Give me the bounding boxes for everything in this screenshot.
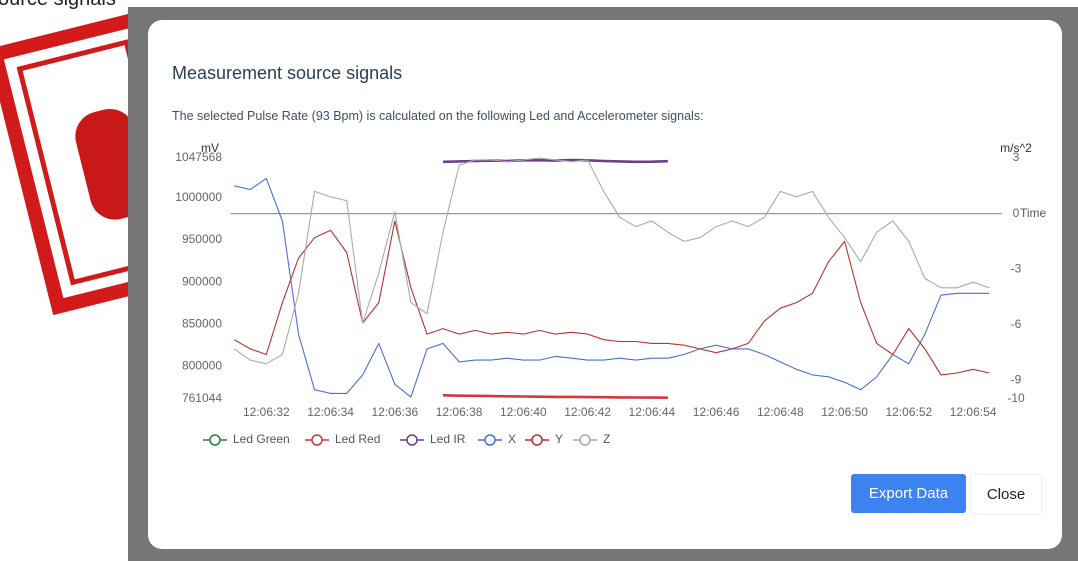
legend-symbol — [485, 435, 495, 445]
legend-symbol — [580, 435, 590, 445]
y-tick-label: 800000 — [182, 358, 222, 372]
legend-symbol — [312, 435, 322, 445]
x-tick-label: 12:06:36 — [371, 405, 418, 419]
y-tick-label: 950000 — [182, 232, 222, 246]
y2-tick-label: -9 — [1011, 373, 1022, 387]
series-line — [234, 221, 989, 375]
x-tick-label: 12:06:42 — [564, 405, 611, 419]
series-line — [443, 395, 668, 397]
y-tick-label: 761044 — [182, 391, 222, 405]
x-axis-title: Time — [1020, 206, 1047, 220]
export-button[interactable]: Export Data — [851, 474, 966, 513]
legend-symbol — [407, 435, 417, 445]
legend-label: Z — [603, 432, 610, 446]
legend-label: X — [508, 432, 516, 446]
legend-label: Led IR — [430, 432, 466, 446]
x-tick-label: 12:06:48 — [757, 405, 804, 419]
y2-tick-label: 3 — [1013, 150, 1020, 164]
y-tick-label: 1047568 — [175, 150, 222, 164]
x-tick-label: 12:06:52 — [885, 405, 932, 419]
x-tick-label: 12:06:44 — [628, 405, 675, 419]
legend-label: Led Green — [233, 432, 290, 446]
legend-label: Led Red — [335, 432, 380, 446]
legend-symbol — [210, 435, 220, 445]
x-tick-label: 12:06:38 — [436, 405, 483, 419]
close-button[interactable]: Close — [970, 474, 1042, 515]
x-tick-label: 12:06:50 — [821, 405, 868, 419]
y2-tick-label: -6 — [1011, 317, 1022, 331]
series-line — [234, 178, 989, 397]
x-tick-label: 12:06:32 — [243, 405, 290, 419]
y2-tick-label: -3 — [1011, 261, 1022, 275]
page: ource signals Measurement source signals… — [0, 0, 1078, 561]
x-tick-label: 12:06:54 — [950, 405, 997, 419]
stamp-shape — [0, 18, 140, 307]
stamp — [0, 0, 140, 340]
y-tick-label: 900000 — [182, 274, 222, 288]
x-tick-label: 12:06:34 — [307, 405, 354, 419]
x-tick-label: 12:06:46 — [693, 405, 740, 419]
y-tick-label: 850000 — [182, 316, 222, 330]
modal: Measurement source signals The selected … — [148, 20, 1062, 549]
y-tick-label: 1000000 — [175, 190, 222, 204]
legend-label: Y — [555, 432, 563, 446]
y2-tick-label: -10 — [1007, 391, 1025, 405]
x-tick-label: 12:06:40 — [500, 405, 547, 419]
y2-tick-label: 0 — [1013, 206, 1020, 220]
legend-symbol — [532, 435, 542, 445]
series-line — [234, 158, 989, 364]
